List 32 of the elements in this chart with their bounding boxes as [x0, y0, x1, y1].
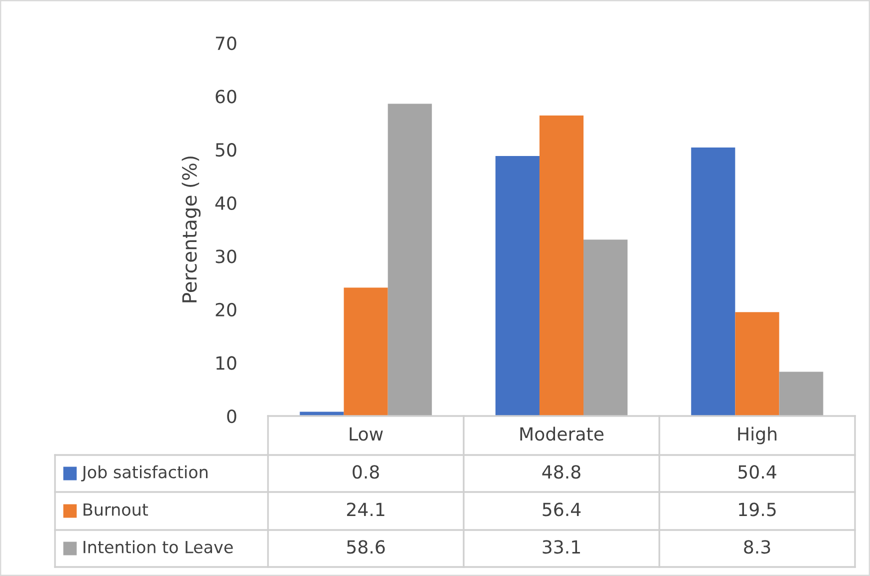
y-tick-label: 10 — [216, 356, 236, 370]
y-tick-label: 60 — [216, 90, 236, 104]
x-tick-label: High — [738, 426, 776, 444]
bar — [344, 288, 388, 416]
y-tick-label: 30 — [216, 250, 236, 264]
bar — [691, 147, 736, 416]
data-label: 50.4 — [738, 465, 776, 479]
data-label: 24.1 — [347, 502, 384, 516]
y-tick-label: 40 — [215, 196, 236, 210]
data-label: 48.8 — [542, 465, 580, 479]
bar — [584, 240, 628, 416]
legend-label: Job satisfaction — [81, 465, 208, 482]
x-tick-label: Low — [350, 427, 383, 441]
y-tick-label: 0 — [227, 409, 236, 424]
legend-label: Intention to Leave — [84, 540, 233, 554]
data-label: 8.3 — [744, 540, 770, 554]
y-tick-label: 70 — [216, 36, 236, 50]
legend-label: Burnout — [84, 503, 148, 516]
data-label: 33.1 — [542, 540, 580, 554]
y-tick-label: 20 — [216, 302, 236, 317]
bar — [779, 372, 824, 416]
y-axis-title: Percentage (%) — [182, 156, 201, 302]
x-tick-label: Moderate — [520, 426, 604, 441]
bar — [735, 312, 780, 416]
bar — [539, 115, 584, 416]
data-label: 19.5 — [739, 502, 776, 516]
bar — [495, 156, 540, 416]
data-label: 56.4 — [542, 502, 581, 516]
y-tick-label: 50 — [216, 143, 236, 157]
bar — [388, 104, 432, 416]
data-label: 58.6 — [347, 540, 385, 554]
data-label: 0.8 — [352, 465, 379, 479]
